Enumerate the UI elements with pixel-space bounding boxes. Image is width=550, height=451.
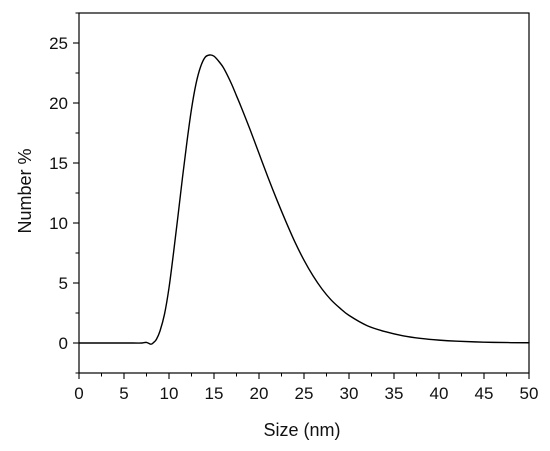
x-tick-label: 15 [205,384,224,403]
x-axis-label: Size (nm) [263,420,340,440]
y-tick-label: 20 [49,94,68,113]
x-tick-label: 35 [385,384,404,403]
y-tick-label: 10 [49,214,68,233]
y-tick-label: 5 [59,274,68,293]
distribution-series-line [78,54,530,345]
x-tick-label: 30 [340,384,359,403]
x-tick-label: 0 [74,384,83,403]
y-tick-label: 15 [49,154,68,173]
plot-frame [78,12,530,374]
x-tick-label: 5 [119,384,128,403]
y-axis-label: Number % [15,148,35,233]
x-tick-label: 50 [520,384,539,403]
x-tick-label: 10 [160,384,179,403]
x-tick-label: 45 [475,384,494,403]
y-tick-label: 0 [59,334,68,353]
x-tick-label: 25 [295,384,314,403]
x-tick-label: 20 [250,384,269,403]
y-tick-label: 25 [49,34,68,53]
x-tick-label: 40 [430,384,449,403]
